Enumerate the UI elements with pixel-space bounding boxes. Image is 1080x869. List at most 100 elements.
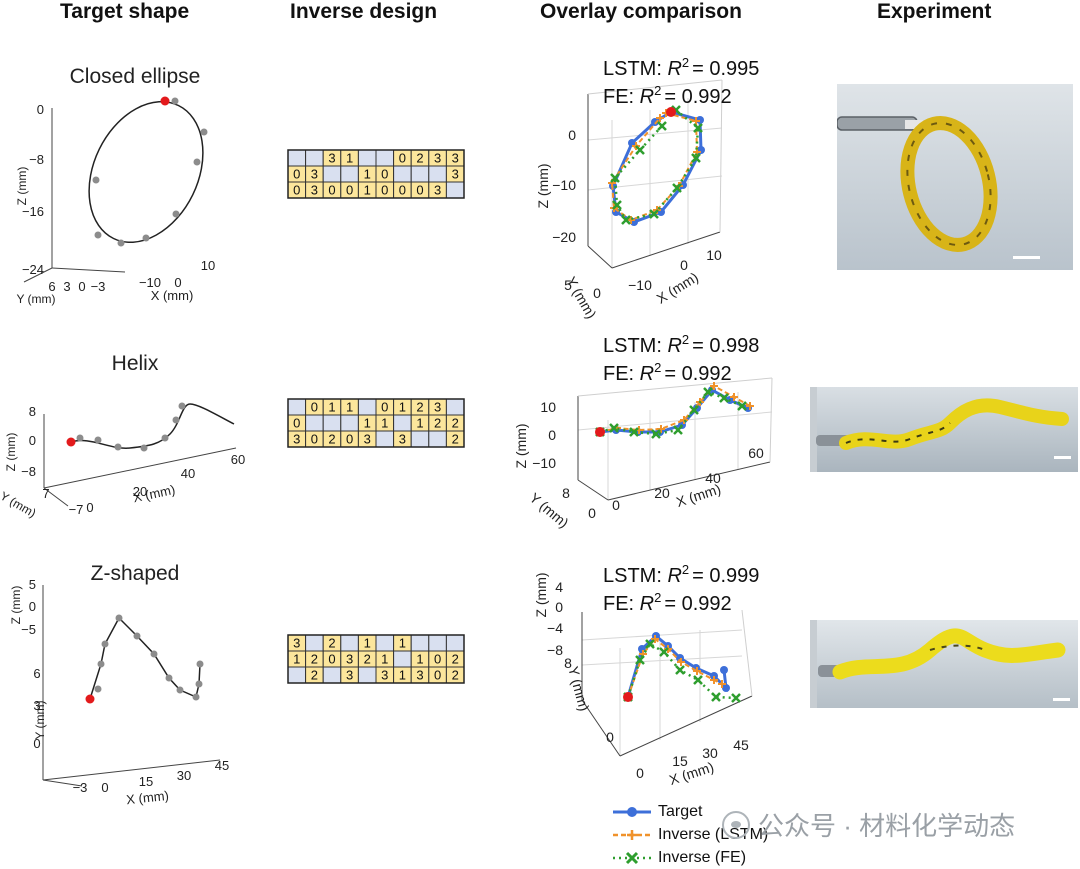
overlay-z-tick: −20 bbox=[552, 229, 576, 245]
design-cell-value: 3 bbox=[311, 183, 318, 198]
lstm-series-line bbox=[599, 384, 751, 433]
design-cell-value: 1 bbox=[399, 400, 406, 415]
overlay-x-tick: 30 bbox=[702, 745, 718, 761]
target-point bbox=[101, 640, 109, 648]
design-grid-border bbox=[287, 634, 465, 684]
overlay-axis-r0 bbox=[587, 245, 613, 269]
overlay-x-tick: 0 bbox=[680, 257, 688, 273]
design-cell bbox=[357, 398, 377, 416]
target-curve-ellipse bbox=[88, 100, 204, 244]
design-cell bbox=[305, 149, 324, 167]
design-cell bbox=[322, 165, 342, 183]
target-point bbox=[97, 660, 105, 668]
lstm-value: = 0.995 bbox=[692, 58, 759, 80]
overlay-x-tick: 60 bbox=[748, 445, 764, 461]
design-cell-value: 0 bbox=[434, 668, 441, 683]
header-experiment: Experiment bbox=[877, 0, 992, 23]
target-z-tick: −8 bbox=[29, 152, 44, 167]
watermark-text: 公众号 · 材料化学动态 bbox=[758, 811, 1016, 841]
overlay-z-tick: 4 bbox=[555, 579, 563, 595]
fe-series-point bbox=[657, 121, 667, 131]
design-cell bbox=[305, 634, 324, 652]
target-x-tick: 0 bbox=[86, 500, 93, 515]
target-start-point bbox=[85, 694, 95, 704]
design-cell-value: 1 bbox=[381, 416, 388, 431]
design-cell bbox=[357, 149, 377, 167]
target-z-label: Z (mm) bbox=[15, 167, 29, 206]
design-cell-value: 2 bbox=[328, 636, 335, 651]
fe-series-point bbox=[672, 183, 682, 193]
lstm-series-point bbox=[730, 393, 738, 401]
target-point bbox=[94, 231, 102, 239]
design-cell bbox=[410, 634, 430, 652]
overlay-axis-r1 bbox=[769, 377, 773, 463]
overlay-x-tick: 20 bbox=[654, 485, 670, 501]
design-cell-value: 0 bbox=[399, 151, 406, 166]
target-y-label: Y (mm) bbox=[33, 700, 47, 739]
target-z-label: Z (mm) bbox=[4, 433, 18, 472]
target-x-tick: 45 bbox=[215, 758, 229, 773]
target-axis-r1-2 bbox=[43, 487, 69, 507]
design-cell bbox=[357, 666, 377, 684]
design-cell-value: 1 bbox=[364, 636, 371, 651]
fe-series-point bbox=[673, 425, 683, 435]
fe-series-point bbox=[621, 215, 631, 225]
lstm-series-point bbox=[680, 416, 688, 424]
experiment-photo-helix bbox=[810, 387, 1078, 472]
overlay-y-tick: 0 bbox=[588, 505, 596, 521]
legend-swatch-target bbox=[613, 806, 651, 817]
target-z-tick: 0 bbox=[29, 433, 36, 448]
design-cell bbox=[287, 398, 307, 416]
target-point bbox=[195, 680, 203, 688]
target-start-point bbox=[160, 96, 170, 106]
target-x-tick: 60 bbox=[231, 452, 245, 467]
fe-series-point bbox=[635, 655, 645, 665]
design-cell bbox=[410, 430, 430, 448]
target-point bbox=[94, 436, 102, 444]
target-curve-zshaped bbox=[89, 616, 201, 700]
design-cell-value: 2 bbox=[416, 151, 423, 166]
target-x-tick: 15 bbox=[139, 774, 153, 789]
design-cell-value: 2 bbox=[328, 432, 335, 447]
design-cell-value: 0 bbox=[328, 652, 335, 667]
legend-swatch-fe bbox=[613, 851, 651, 864]
design-cell bbox=[340, 414, 359, 432]
design-cell bbox=[340, 165, 359, 183]
target-point bbox=[150, 650, 158, 658]
design-cell-value: 1 bbox=[364, 167, 371, 182]
target-z-label: Z (mm) bbox=[9, 586, 23, 625]
overlay-z-tick: −8 bbox=[547, 642, 563, 658]
design-cell-value: 2 bbox=[364, 652, 371, 667]
target-x-label: X (mm) bbox=[151, 288, 194, 303]
overlay-z-tick: 10 bbox=[540, 399, 556, 415]
design-cell bbox=[305, 414, 324, 432]
r2-superscript: 2 bbox=[654, 360, 661, 375]
target-y-tick: −3 bbox=[91, 279, 106, 294]
target-x-tick: 10 bbox=[201, 258, 215, 273]
design-cell-value: 1 bbox=[328, 400, 335, 415]
overlay-z-tick: −4 bbox=[547, 620, 563, 636]
target-point bbox=[140, 444, 148, 452]
overlay-z-tick: 0 bbox=[568, 127, 576, 143]
r2-symbol: R bbox=[640, 86, 654, 108]
design-cell-value: 0 bbox=[381, 400, 388, 415]
target-point bbox=[172, 210, 180, 218]
target-curve-helix bbox=[70, 403, 235, 449]
legend-item-fe: Inverse (FE) bbox=[612, 846, 768, 869]
design-cell-value: 0 bbox=[311, 432, 318, 447]
design-cell bbox=[428, 634, 447, 652]
overlay-z-tick: 0 bbox=[555, 599, 563, 615]
overlay-gridline-r2-0 bbox=[581, 629, 743, 641]
fe-value: = 0.992 bbox=[664, 363, 731, 385]
header-target-shape: Target shape bbox=[60, 0, 190, 23]
target-series-point bbox=[722, 684, 730, 692]
overlay-z-label: Z (mm) bbox=[533, 572, 549, 617]
target-point bbox=[115, 614, 123, 622]
ellipse-strip-image bbox=[836, 116, 1040, 259]
design-cell-value: 0 bbox=[311, 400, 318, 415]
lstm-value: = 0.999 bbox=[692, 565, 759, 587]
design-cell bbox=[322, 666, 342, 684]
design-cell-value: 1 bbox=[399, 636, 406, 651]
target-y-label: Y (mm) bbox=[16, 292, 55, 306]
